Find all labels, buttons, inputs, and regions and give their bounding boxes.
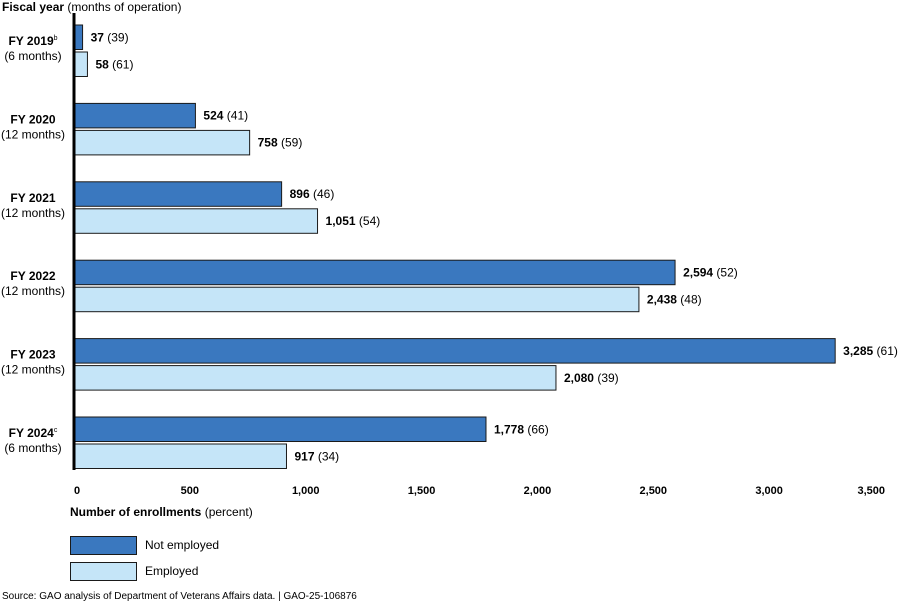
bar-not-employed-fy-2022	[73, 259, 676, 286]
legend-item-not-employed: Not employed	[70, 535, 219, 555]
data-label-not-employed-fy-2021: 896 (46)	[290, 187, 335, 201]
bar-not-employed-fy-2020	[73, 102, 196, 129]
x-axis-title-main: Number of enrollments	[70, 505, 202, 519]
data-label-employed-fy-2023: 2,080 (39)	[564, 371, 619, 385]
data-label-employed-fy-2019: 58 (61)	[95, 57, 133, 71]
bar-employed-fy-2021	[73, 208, 319, 234]
legend-swatch-employed	[70, 561, 137, 581]
x-tick-label: 1,500	[408, 485, 436, 497]
bar-not-employed-fy-2023	[73, 338, 836, 364]
category-label-fy-2019: FY 2019b	[8, 34, 57, 48]
category-label-fy-2020: FY 2020	[10, 112, 55, 126]
source-note: Source: GAO analysis of Department of Ve…	[2, 591, 357, 602]
x-tick-label: 3,500	[857, 485, 885, 497]
y-axis-title-note: (months of operation)	[64, 0, 182, 14]
category-sublabel-fy-2024: (6 months)	[4, 441, 61, 455]
y-axis-title-main: Fiscal year	[2, 0, 65, 14]
legend-label-not-employed: Not employed	[145, 538, 220, 552]
category-label-fy-2022: FY 2022	[10, 269, 55, 283]
category-sublabel-fy-2019: (6 months)	[4, 49, 61, 63]
data-label-employed-fy-2021: 1,051 (54)	[326, 214, 381, 228]
legend: Not employed Employed	[70, 535, 219, 587]
bar-employed-fy-2023	[73, 365, 557, 391]
x-tick-label: 2,500	[640, 485, 668, 497]
bar-employed-fy-2024	[73, 443, 287, 469]
category-label-fy-2024: FY 2024c	[9, 426, 58, 440]
bar-employed-fy-2020	[73, 129, 251, 156]
x-tick-label: 0	[74, 485, 80, 497]
x-axis-title: Number of enrollments (percent)	[70, 505, 253, 519]
y-axis-title: Fiscal year (months of operation)	[2, 0, 181, 14]
data-label-employed-fy-2020: 758 (59)	[258, 136, 303, 150]
category-sublabel-fy-2023: (12 months)	[1, 363, 65, 377]
x-tick-label: 3,000	[755, 485, 783, 497]
x-tick-label: 1,000	[292, 485, 320, 497]
x-tick-label: 2,000	[524, 485, 552, 497]
category-sublabel-fy-2021: (12 months)	[1, 206, 65, 220]
bar-not-employed-fy-2021	[73, 181, 283, 207]
data-label-employed-fy-2022: 2,438 (48)	[647, 292, 702, 306]
category-label-fy-2023: FY 2023	[10, 348, 55, 362]
category-sublabel-fy-2022: (12 months)	[1, 284, 65, 298]
data-label-not-employed-fy-2020: 524 (41)	[203, 109, 248, 123]
bar-not-employed-fy-2024	[73, 416, 487, 442]
x-axis-title-note: (percent)	[201, 505, 253, 519]
enrollment-bar-chart: FY 2019b(6 months)37 (39)58 (61)FY 2020(…	[1, 13, 898, 497]
data-label-not-employed-fy-2024: 1,778 (66)	[494, 422, 549, 436]
data-label-not-employed-fy-2023: 3,285 (61)	[843, 344, 898, 358]
x-tick-label: 500	[181, 485, 199, 497]
legend-item-employed: Employed	[70, 561, 219, 581]
bar-employed-fy-2022	[73, 286, 640, 313]
data-label-not-employed-fy-2022: 2,594 (52)	[683, 265, 738, 279]
bar-employed-fy-2019	[73, 51, 88, 77]
category-sublabel-fy-2020: (12 months)	[1, 127, 65, 141]
legend-label-employed: Employed	[145, 564, 199, 578]
data-label-not-employed-fy-2019: 37 (39)	[91, 30, 129, 44]
category-label-fy-2021: FY 2021	[10, 191, 55, 205]
legend-swatch-not-employed	[70, 535, 137, 555]
data-label-employed-fy-2024: 917 (34)	[294, 449, 339, 463]
